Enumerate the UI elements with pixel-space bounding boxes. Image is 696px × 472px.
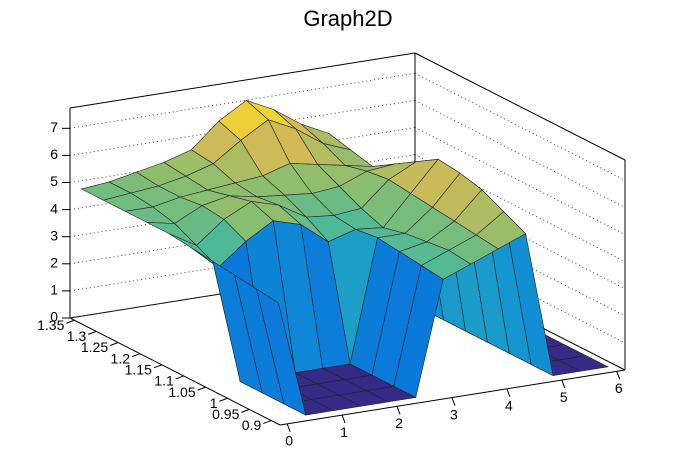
x-tick bbox=[286, 423, 291, 433]
grid-line bbox=[414, 99, 626, 208]
y-tick-label: 1.1 bbox=[154, 373, 174, 389]
z-tick-label: 0 bbox=[50, 309, 58, 325]
y-tick bbox=[197, 386, 206, 391]
grid-line bbox=[414, 235, 626, 344]
x-tick-label: 0 bbox=[285, 433, 293, 449]
z-tick-label: 6 bbox=[50, 146, 58, 162]
x-tick bbox=[561, 379, 566, 389]
x-tick bbox=[451, 397, 456, 406]
y-tick-label: 0.9 bbox=[242, 417, 262, 433]
x-tick-label: 1 bbox=[340, 424, 348, 440]
y-tick bbox=[131, 353, 141, 358]
x-tick bbox=[616, 371, 621, 380]
x-tick-label: 6 bbox=[615, 380, 623, 396]
y-tick bbox=[153, 364, 163, 369]
x-tick bbox=[341, 414, 346, 424]
y-tick-label: 0.95 bbox=[212, 406, 239, 422]
y-tick bbox=[88, 330, 97, 335]
box-edge bbox=[279, 369, 626, 426]
y-tick-label: 1.2 bbox=[111, 350, 131, 366]
x-tick-label: 3 bbox=[450, 406, 458, 422]
y-tick bbox=[241, 408, 250, 413]
z-tick-label: 5 bbox=[50, 173, 58, 189]
y-tick-label: 1.15 bbox=[125, 362, 152, 378]
grid-line bbox=[414, 262, 626, 371]
y-tick-label: 1 bbox=[210, 395, 218, 411]
x-tick-label: 2 bbox=[395, 415, 403, 431]
x-tick bbox=[506, 388, 511, 398]
box-edge bbox=[69, 52, 416, 109]
grid-line bbox=[414, 181, 626, 290]
y-tick bbox=[66, 319, 75, 324]
z-tick-label: 2 bbox=[50, 255, 58, 271]
x-tick-label: 5 bbox=[560, 389, 568, 405]
chart-title: Graph2D bbox=[303, 6, 392, 31]
box-edge bbox=[69, 317, 281, 426]
y-tick bbox=[109, 342, 119, 346]
z-tick-label: 1 bbox=[50, 282, 58, 298]
y-tick bbox=[263, 420, 272, 425]
x-tick bbox=[396, 406, 401, 415]
grid-line bbox=[414, 72, 626, 181]
surface-cell bbox=[256, 288, 307, 416]
z-tick-label: 4 bbox=[50, 200, 58, 216]
grid-line bbox=[414, 208, 626, 317]
z-tick-label: 7 bbox=[50, 119, 58, 135]
grid-line bbox=[414, 127, 626, 235]
y-tick bbox=[219, 397, 228, 402]
y-tick-label: 1.05 bbox=[168, 384, 195, 400]
x-tick-label: 4 bbox=[505, 398, 513, 414]
y-tick-label: 1.25 bbox=[81, 339, 108, 355]
z-tick-label: 3 bbox=[50, 227, 58, 243]
y-tick-label: 1.35 bbox=[37, 317, 64, 333]
y-tick bbox=[175, 375, 184, 380]
box-edge bbox=[414, 52, 626, 161]
y-tick-label: 1.3 bbox=[67, 328, 87, 344]
grid-line bbox=[414, 154, 626, 263]
